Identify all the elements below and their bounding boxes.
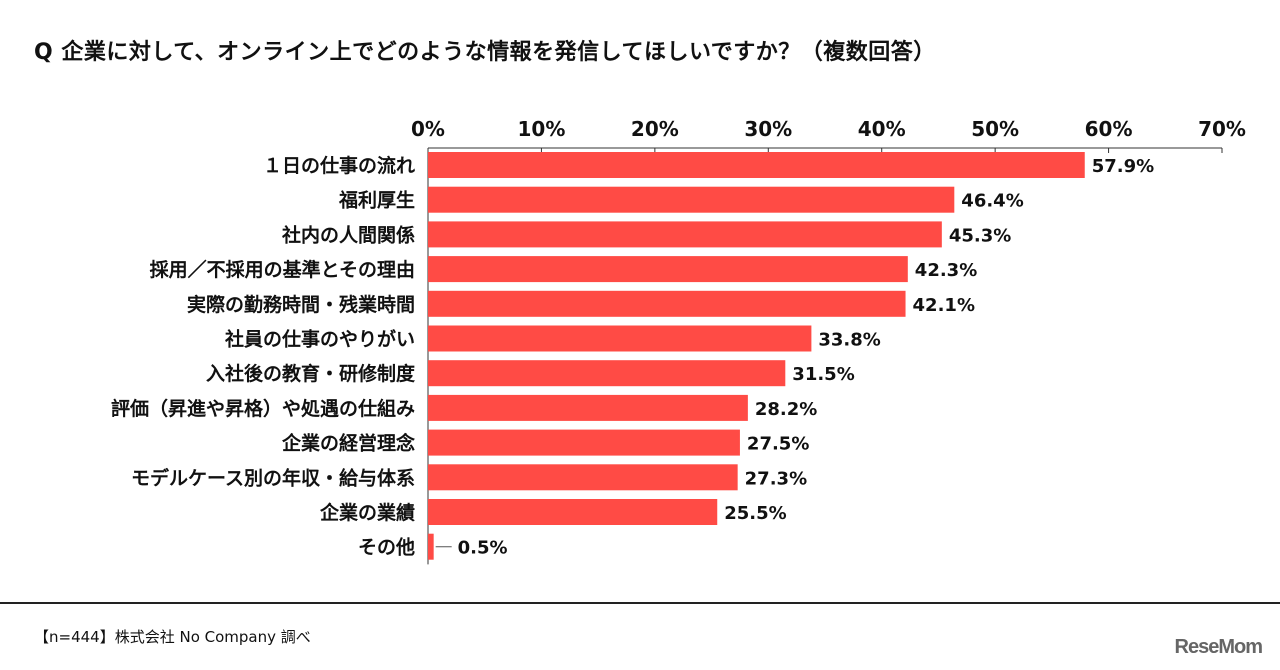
category-label: 評価（昇進や昇格）や処遇の仕組み [111, 397, 415, 420]
bar [428, 152, 1085, 178]
chart-title: Q 企業に対して、オンライン上でどのような情報を発信してほしいですか？（複数回答… [34, 40, 936, 65]
x-tick-label: 20% [631, 117, 679, 141]
bar [428, 256, 908, 283]
category-label: 企業の業績 [319, 501, 415, 524]
category-label: 入社後の教育・研修制度 [206, 362, 416, 385]
category-label: 採用／不採用の基準とその理由 [150, 258, 415, 281]
category-label: 企業の経営理念 [281, 432, 415, 455]
value-label: 0.5% [458, 538, 508, 559]
value-label: 42.3% [915, 260, 977, 281]
x-tick-label: 40% [858, 117, 906, 141]
x-tick-label: 0% [411, 117, 445, 141]
category-label: 実際の勤務時間・残業時間 [187, 293, 415, 316]
x-tick-label: 10% [517, 117, 565, 141]
bar [428, 394, 748, 421]
bar [428, 290, 906, 317]
bar [428, 533, 434, 560]
category-label: 社内の人間関係 [281, 223, 415, 246]
category-label: 社員の仕事のやりがい [224, 328, 415, 351]
value-label: 28.2% [755, 399, 817, 420]
bar [428, 464, 738, 491]
category-label: 福利厚生 [338, 189, 415, 212]
value-label: 42.1% [913, 295, 975, 316]
bar [428, 499, 718, 525]
bar [428, 360, 786, 387]
value-label: 45.3% [949, 225, 1011, 246]
bar [428, 221, 942, 248]
category-label: その他 [358, 536, 415, 559]
category-label: モデルケース別の年収・給与体系 [131, 466, 415, 489]
x-tick-label: 60% [1085, 117, 1133, 141]
bar-chart: 0% 10% 20% 30% 40% 50% 60% 70% １日の仕事の流れ 57.9% 福利厚生… [111, 117, 1246, 565]
value-label: 33.8% [818, 330, 880, 351]
value-label: 46.4% [961, 191, 1023, 212]
bar [428, 325, 812, 352]
value-label: 27.3% [745, 468, 807, 489]
value-label: 25.5% [724, 503, 786, 524]
category-label: １日の仕事の流れ [263, 154, 415, 177]
bar [428, 186, 955, 213]
value-label: 31.5% [792, 364, 854, 385]
x-tick-label: 50% [971, 117, 1019, 141]
value-label: 27.5% [747, 434, 809, 455]
source-note: 【n=444】株式会社 No Company 調べ [34, 628, 311, 646]
x-tick-label: 70% [1198, 117, 1246, 141]
bar [428, 429, 740, 456]
resemom-logo: ReseMom [1174, 636, 1263, 658]
x-tick-label: 30% [744, 117, 792, 141]
value-label: 57.9% [1092, 156, 1154, 177]
footer-divider [0, 602, 1280, 604]
